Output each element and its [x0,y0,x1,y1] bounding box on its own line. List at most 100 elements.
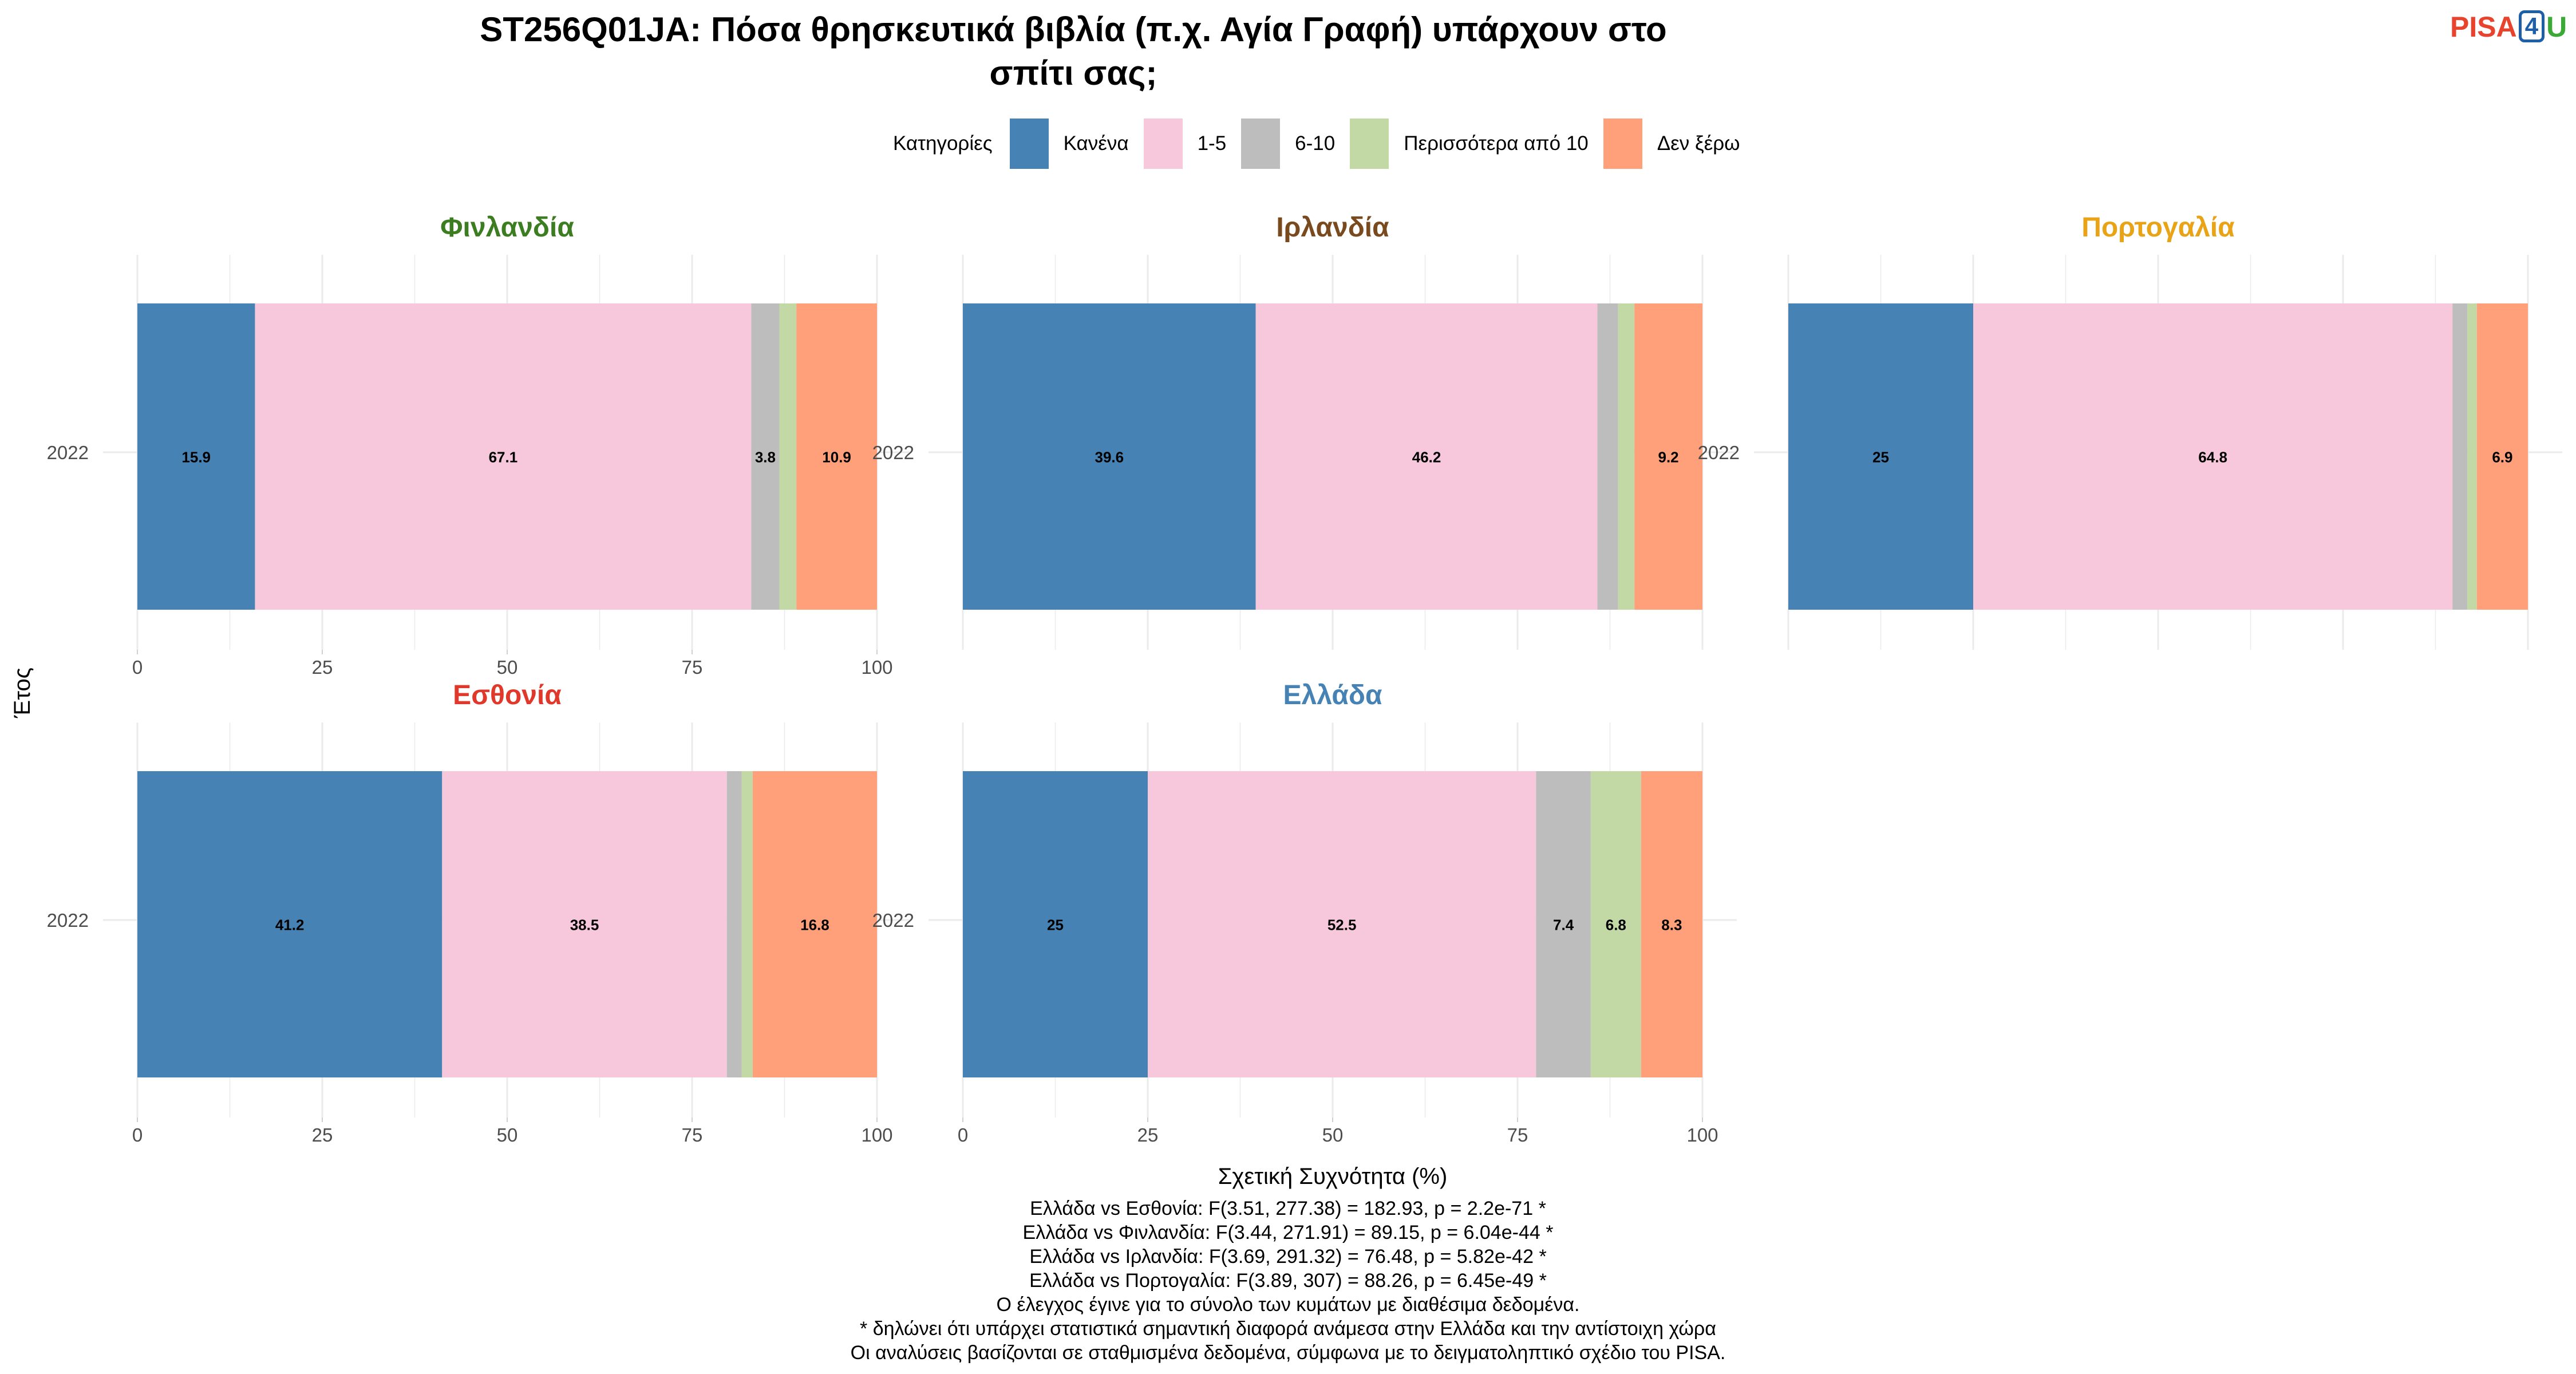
bar-segment-δεν-ξέρω [1641,771,1702,1077]
legend-label-6-10: 6-10 [1295,132,1336,155]
x-tick-label: 0 [132,657,143,678]
bar-segment-περισσότερα-από-10 [1618,303,1635,610]
data-label: 8.3 [1661,917,1682,934]
data-label: 7.4 [1553,917,1574,934]
bar-segment-1-5 [442,771,727,1077]
legend-swatch-dont-know [1603,119,1642,169]
data-label: 3.8 [755,449,776,466]
logo-text-four: 4 [2518,10,2545,42]
y-tick-label: 2022 [47,442,89,463]
legend-label-1-5: 1-5 [1197,132,1227,155]
legend-title: Κατηγορίες [893,132,993,155]
x-tick-label: 75 [682,657,703,678]
panel-3: Πορτογαλία 2022 25 64.8 6.9 [1698,212,2562,650]
bar-segment-6-10 [751,303,780,610]
chart-legend: Κατηγορίες Κανένα 1-5 6-10 Περισσότερα α… [893,117,1755,170]
bar-segment-δεν-ξέρω [796,303,877,610]
logo-text-pisa: PISA [2450,11,2517,43]
x-tick-label: 50 [497,1124,518,1146]
note-line-4: Ελλάδα vs Πορτογαλία: F(3.89, 307) = 88.… [1029,1270,1547,1292]
bar-segment-δεν-ξέρω [1634,303,1702,610]
legend-item-6-10: 6-10 [1241,119,1335,169]
x-tick-label: 100 [1686,1124,1718,1146]
data-label: 10.9 [822,449,851,466]
x-tick-label: 75 [682,1124,703,1146]
bar-segment-κανένα [137,303,255,610]
x-tick-label: 100 [861,657,892,678]
x-axis-title: Σχετική Συχνότητα (%) [1218,1164,1448,1189]
chart-title: ST256Q01JA: Πόσα θρησκευτικά βιβλία (π.χ… [0,8,2147,95]
data-label: 38.5 [570,917,599,934]
data-label: 9.2 [1658,449,1678,466]
panel-1: Φινλανδία 2022 15.9 67.1 3.8 10.9 0 25 50 75 100 [47,212,911,678]
bar-segment-1-5 [1973,303,2453,610]
legend-item-1-5: 1-5 [1143,119,1227,169]
bar-segment-κανένα [963,771,1148,1077]
x-tick-label: 0 [132,1124,143,1146]
panel-5: Ελλάδα 2022 25 52.5 7.4 6.8 8.3 0 25 50 75 100 [872,680,1737,1146]
x-tick-label: 50 [497,657,518,678]
legend-item-more-than-10: Περισσότερα από 10 [1350,119,1589,169]
y-axis-title: Έτος [10,668,35,718]
x-tick-label: 25 [1137,1124,1159,1146]
data-label: 15.9 [181,449,211,466]
panel-2: Ιρλανδία 2022 39.6 46.2 9.2 [872,212,1737,650]
bar-segment-κανένα [963,303,1256,610]
legend-label-kanena: Κανένα [1063,132,1129,155]
data-label: 41.2 [275,917,305,934]
bar-segment-περισσότερα-από-10 [779,303,797,610]
data-label: 25 [1872,449,1889,466]
data-label: 6.9 [2492,449,2512,466]
panel-title: Εσθονία [453,680,562,710]
bar-segment-κανένα [137,771,442,1077]
bar-segment-6-10 [2452,303,2468,610]
panel-title: Πορτογαλία [2081,212,2235,243]
x-tick-label: 100 [861,1124,892,1146]
data-label: 64.8 [2198,449,2227,466]
bar-segment-1-5 [255,303,752,610]
bar-segment-κανένα [1788,303,1973,610]
data-label: 52.5 [1327,917,1357,934]
bar-segment-δεν-ξέρω [2476,303,2528,610]
pisa4u-logo: PISA 4 U [2450,10,2567,45]
bar-segment-περισσότερα-από-10 [741,771,753,1077]
legend-swatch-more-than-10 [1350,119,1389,169]
legend-label-more-than-10: Περισσότερα από 10 [1404,132,1589,155]
bar-segment-δεν-ξέρω [752,771,877,1077]
y-tick-label: 2022 [1698,442,1740,463]
note-line-1: Ελλάδα vs Εσθονία: F(3.51, 277.38) = 182… [1030,1198,1546,1219]
statistical-notes: Ελλάδα vs Εσθονία: F(3.51, 277.38) = 182… [0,1197,2576,1365]
data-label: 39.6 [1095,449,1124,466]
data-label: 25 [1047,917,1064,934]
stacked-bar-chart: Φινλανδία 2022 15.9 67.1 3.8 10.9 0 25 50 75 100 Ιρ… [10,212,2562,1189]
x-tick-label: 25 [312,657,333,678]
data-label: 67.1 [489,449,518,466]
logo-text-u: U [2546,11,2567,43]
x-tick-label: 50 [1322,1124,1344,1146]
data-label: 6.8 [1606,917,1626,934]
legend-swatch-kanena [1009,119,1049,169]
data-label: 16.8 [800,917,829,934]
panel-title: Φινλανδία [440,212,574,243]
x-tick-label: 75 [1507,1124,1528,1146]
legend-item-dont-know: Δεν ξέρω [1603,119,1740,169]
note-line-2: Ελλάδα vs Φινλανδία: F(3.44, 271.91) = 8… [1022,1222,1554,1243]
panel-title: Ελλάδα [1283,680,1382,710]
bar-segment-περισσότερα-από-10 [1590,771,1641,1077]
legend-item-kanena: Κανένα [1009,119,1129,169]
y-tick-label: 2022 [47,910,89,931]
bar-segment-περισσότερα-από-10 [2467,303,2477,610]
note-line-3: Ελλάδα vs Ιρλανδία: F(3.69, 291.32) = 76… [1029,1246,1547,1268]
legend-label-dont-know: Δεν ξέρω [1657,132,1740,155]
note-line-5: Ο έλεγχος έγινε για το σύνολο των κυμάτω… [996,1294,1580,1316]
y-tick-label: 2022 [872,910,914,931]
bar-segment-6-10 [1536,771,1591,1077]
note-line-7: Οι αναλύσεις βασίζονται σε σταθμισμένα δ… [850,1342,1726,1364]
data-label: 46.2 [1412,449,1441,466]
note-line-6: * δηλώνει ότι υπάρχει στατιστικά σημαντι… [860,1318,1716,1340]
chart-title-line-1: ST256Q01JA: Πόσα θρησκευτικά βιβλία (π.χ… [480,10,1667,49]
y-tick-label: 2022 [872,442,914,463]
bar-segment-6-10 [726,771,742,1077]
panel-4: Εσθονία 2022 41.2 38.5 16.8 0 25 50 75 100 [47,680,911,1146]
bar-segment-1-5 [1255,303,1598,610]
